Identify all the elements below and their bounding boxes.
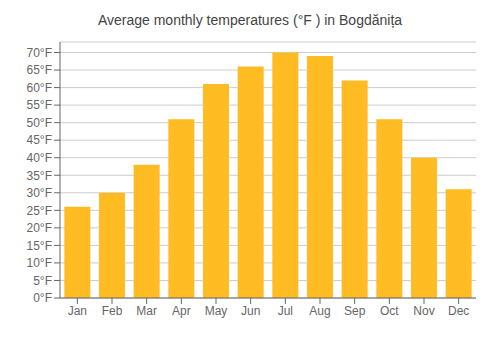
svg-text:Feb: Feb <box>102 304 123 318</box>
svg-text:30°F: 30°F <box>27 186 52 200</box>
svg-text:65°F: 65°F <box>27 63 52 77</box>
svg-text:Mar: Mar <box>136 304 157 318</box>
svg-text:35°F: 35°F <box>27 169 52 183</box>
svg-text:May: May <box>205 304 228 318</box>
svg-text:Oct: Oct <box>380 304 399 318</box>
svg-text:45°F: 45°F <box>27 133 52 147</box>
svg-text:10°F: 10°F <box>27 256 52 270</box>
svg-text:Sep: Sep <box>344 304 366 318</box>
svg-text:40°F: 40°F <box>27 151 52 165</box>
svg-text:Jan: Jan <box>68 304 87 318</box>
svg-text:Jul: Jul <box>278 304 293 318</box>
svg-text:15°F: 15°F <box>27 239 52 253</box>
svg-text:Dec: Dec <box>448 304 469 318</box>
svg-text:55°F: 55°F <box>27 98 52 112</box>
svg-text:60°F: 60°F <box>27 81 52 95</box>
svg-text:25°F: 25°F <box>27 204 52 218</box>
svg-text:70°F: 70°F <box>27 46 52 60</box>
svg-text:Jun: Jun <box>241 304 260 318</box>
html-text:Average monthly temperatures (: Average monthly temperatures (°F ) in Bo… <box>97 12 403 28</box>
svg-text:Aug: Aug <box>309 304 330 318</box>
svg-text:0°F: 0°F <box>33 291 52 305</box>
svg-text:20°F: 20°F <box>27 221 52 235</box>
svg-text:50°F: 50°F <box>27 116 52 130</box>
svg-text:Nov: Nov <box>413 304 434 318</box>
svg-text:5°F: 5°F <box>33 274 52 288</box>
svg-text:Apr: Apr <box>172 304 191 318</box>
